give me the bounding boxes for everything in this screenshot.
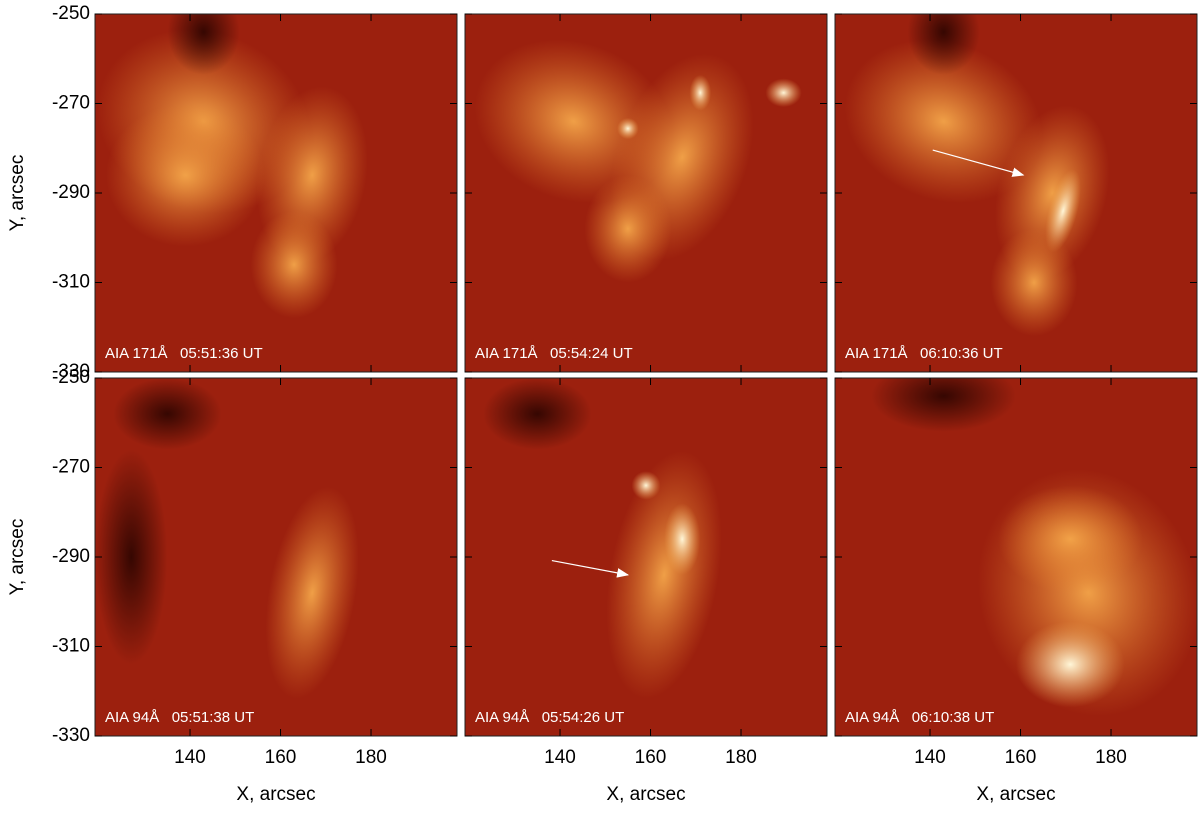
x-axis-label: X, arcsec bbox=[976, 784, 1055, 805]
y-tick-label: -290 bbox=[52, 546, 90, 567]
solar-feature bbox=[990, 228, 1078, 337]
x-tick-label: 180 bbox=[355, 747, 387, 768]
x-axis-label: X, arcsec bbox=[236, 784, 315, 805]
features bbox=[474, 39, 802, 283]
arrow bbox=[932, 149, 1025, 177]
y-axis-label: Y, arcsec bbox=[7, 519, 28, 596]
solar-feature bbox=[483, 378, 592, 450]
solar-feature bbox=[631, 471, 661, 500]
panel-label: AIA 94Å 05:54:26 UT bbox=[475, 709, 624, 726]
solar-feature bbox=[265, 486, 359, 699]
panel-label: AIA 171Å 06:10:36 UT bbox=[845, 345, 1003, 362]
solar-feature bbox=[584, 175, 672, 283]
solar-feature bbox=[664, 503, 701, 575]
panel: AIA 94Å 06:10:38 UT bbox=[834, 377, 1198, 737]
features bbox=[871, 378, 1197, 717]
y-tick-label: -290 bbox=[52, 182, 90, 203]
features bbox=[844, 14, 1110, 337]
solar-feature bbox=[250, 210, 338, 319]
solar-feature bbox=[765, 78, 802, 108]
panel-label: AIA 94Å 06:10:38 UT bbox=[845, 709, 994, 726]
x-tick-label: 160 bbox=[265, 747, 297, 768]
solar-feature bbox=[95, 449, 168, 665]
solar-feature bbox=[167, 14, 240, 75]
x-tick-label: 160 bbox=[1005, 747, 1037, 768]
y-tick-label: -270 bbox=[52, 93, 90, 114]
features bbox=[483, 378, 722, 699]
y-tick-label: -250 bbox=[52, 367, 90, 388]
solar-feature bbox=[844, 39, 1043, 204]
x-tick-label: 180 bbox=[725, 747, 757, 768]
panel: AIA 171Å 05:54:24 UT bbox=[464, 13, 828, 373]
x-tick-label: 140 bbox=[544, 747, 576, 768]
solar-feature bbox=[907, 14, 980, 75]
y-tick-label: -310 bbox=[52, 636, 90, 657]
panel: AIA 171Å 05:51:36 UT bbox=[94, 13, 458, 373]
panel-label: AIA 171Å 05:51:36 UT bbox=[105, 345, 263, 362]
panel: AIA 171Å 06:10:36 UT bbox=[834, 13, 1198, 373]
features bbox=[97, 14, 368, 319]
y-tick-label: -310 bbox=[52, 272, 90, 293]
panel: AIA 94Å 05:54:26 UT bbox=[464, 377, 828, 737]
x-tick-label: 140 bbox=[914, 747, 946, 768]
panel: AIA 94Å 05:51:38 UT bbox=[94, 377, 458, 737]
x-tick-label: 160 bbox=[635, 747, 667, 768]
arrow bbox=[551, 559, 630, 578]
y-tick-label: -270 bbox=[52, 457, 90, 478]
panel-label: AIA 171Å 05:54:24 UT bbox=[475, 345, 633, 362]
x-tick-label: 140 bbox=[174, 747, 206, 768]
y-axis-label: Y, arcsec bbox=[7, 155, 28, 232]
y-tick-label: -330 bbox=[52, 361, 90, 382]
x-axis-label: X, arcsec bbox=[606, 784, 685, 805]
solar-feature bbox=[617, 117, 639, 140]
solar-feature bbox=[113, 378, 222, 450]
y-tick-label: -250 bbox=[52, 3, 90, 24]
solar-feature bbox=[689, 74, 712, 111]
solar-feature bbox=[105, 103, 266, 247]
panel-label: AIA 94Å 05:51:38 UT bbox=[105, 709, 254, 726]
y-tick-label: -330 bbox=[52, 725, 90, 746]
x-tick-label: 180 bbox=[1095, 747, 1127, 768]
features bbox=[95, 378, 359, 699]
solar-feature bbox=[1045, 169, 1081, 253]
solar-feature bbox=[997, 485, 1143, 593]
solar-feature bbox=[1016, 621, 1125, 708]
solar-feature bbox=[871, 378, 1016, 432]
